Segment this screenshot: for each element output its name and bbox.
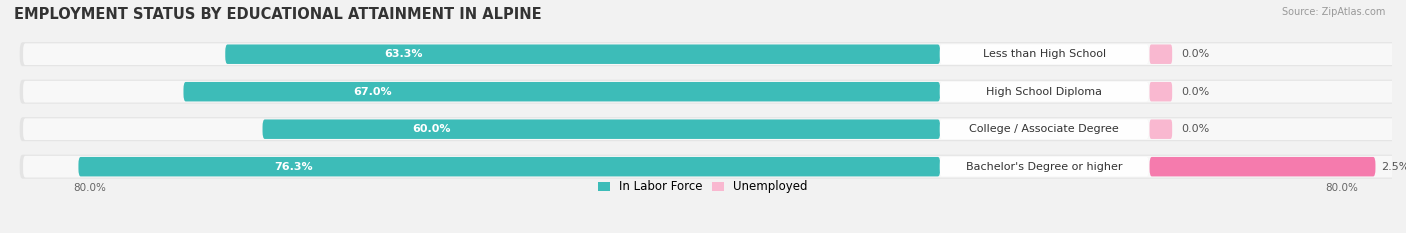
Legend: In Labor Force, Unemployed: In Labor Force, Unemployed xyxy=(593,176,813,198)
Text: 80.0%: 80.0% xyxy=(1326,183,1358,193)
FancyBboxPatch shape xyxy=(939,82,1149,101)
FancyBboxPatch shape xyxy=(225,45,941,64)
FancyBboxPatch shape xyxy=(22,81,1406,103)
FancyBboxPatch shape xyxy=(22,118,1406,140)
Text: 0.0%: 0.0% xyxy=(1181,124,1209,134)
FancyBboxPatch shape xyxy=(20,80,1406,104)
FancyBboxPatch shape xyxy=(20,117,1406,141)
FancyBboxPatch shape xyxy=(1150,45,1173,64)
FancyBboxPatch shape xyxy=(79,157,941,176)
Text: EMPLOYMENT STATUS BY EDUCATIONAL ATTAINMENT IN ALPINE: EMPLOYMENT STATUS BY EDUCATIONAL ATTAINM… xyxy=(14,7,541,22)
FancyBboxPatch shape xyxy=(263,120,941,139)
Text: 0.0%: 0.0% xyxy=(1181,87,1209,97)
FancyBboxPatch shape xyxy=(1150,157,1375,176)
Text: College / Associate Degree: College / Associate Degree xyxy=(969,124,1119,134)
FancyBboxPatch shape xyxy=(939,120,1149,139)
FancyBboxPatch shape xyxy=(1150,82,1173,101)
Text: Bachelor's Degree or higher: Bachelor's Degree or higher xyxy=(966,162,1122,172)
Text: High School Diploma: High School Diploma xyxy=(986,87,1102,97)
Text: 2.5%: 2.5% xyxy=(1381,162,1406,172)
FancyBboxPatch shape xyxy=(22,43,1406,65)
FancyBboxPatch shape xyxy=(20,155,1406,179)
Text: 0.0%: 0.0% xyxy=(1181,49,1209,59)
Text: Source: ZipAtlas.com: Source: ZipAtlas.com xyxy=(1281,7,1385,17)
Text: 80.0%: 80.0% xyxy=(73,183,105,193)
Text: 63.3%: 63.3% xyxy=(385,49,423,59)
Text: 60.0%: 60.0% xyxy=(413,124,451,134)
Text: Less than High School: Less than High School xyxy=(983,49,1105,59)
FancyBboxPatch shape xyxy=(183,82,941,101)
Text: 67.0%: 67.0% xyxy=(353,87,392,97)
FancyBboxPatch shape xyxy=(22,156,1406,178)
FancyBboxPatch shape xyxy=(20,42,1406,66)
FancyBboxPatch shape xyxy=(1150,120,1173,139)
Text: 76.3%: 76.3% xyxy=(274,162,314,172)
FancyBboxPatch shape xyxy=(939,45,1149,64)
FancyBboxPatch shape xyxy=(939,157,1149,176)
